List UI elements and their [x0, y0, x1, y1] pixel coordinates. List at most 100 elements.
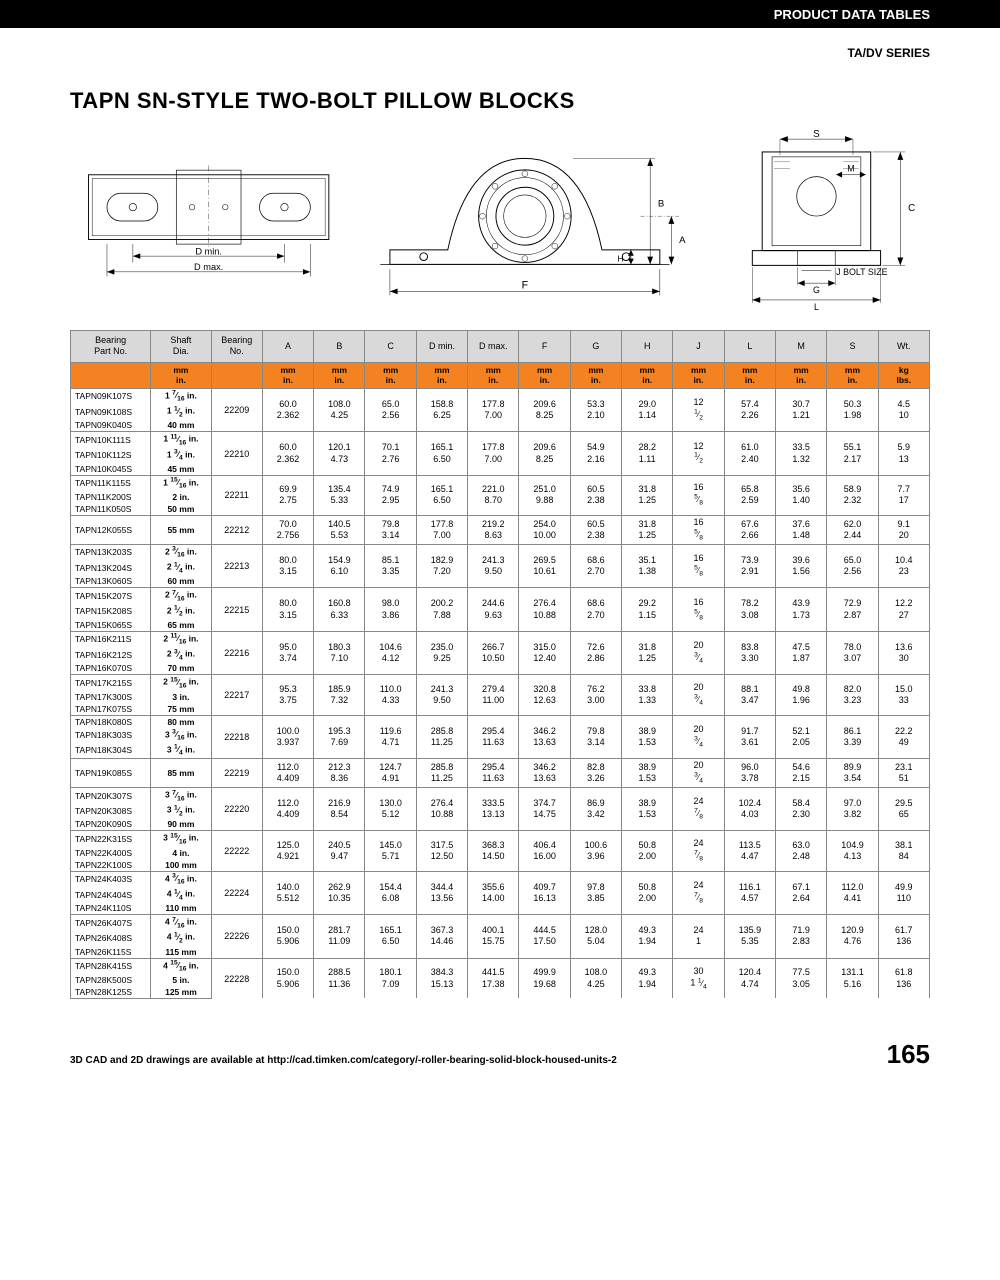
part-no: TAPN16K070S	[71, 662, 151, 675]
shaft-dia: 4 7⁄16 in.	[151, 915, 211, 931]
column-header: Wt.	[878, 331, 929, 363]
dim-cell: 78.23.08	[724, 588, 775, 632]
table-row: TAPN13K203S2 3⁄16 in.2221380.03.15154.96…	[71, 544, 930, 560]
dim-cell: 276.410.88	[416, 787, 467, 831]
dim-cell: 4.510	[878, 388, 929, 432]
dim-cell: 254.010.00	[519, 516, 570, 545]
dim-cell: 165.16.50	[416, 432, 467, 476]
dim-cell: 95.03.74	[262, 631, 313, 675]
dim-cell: 108.04.25	[570, 958, 621, 998]
dim-cell: 86.13.39	[827, 715, 878, 759]
footer-note: 3D CAD and 2D drawings are available at …	[70, 1055, 617, 1066]
part-no: TAPN11K115S	[71, 475, 151, 491]
dim-cell: 212.38.36	[314, 759, 365, 788]
dim-cell: 49.31.94	[622, 958, 673, 998]
dim-cell: 203⁄4	[673, 631, 724, 675]
content: TAPN SN-STYLE TWO-BOLT PILLOW BLOCKS	[0, 88, 1000, 999]
dim-cell: 72.92.87	[827, 588, 878, 632]
dim-cell: 216.98.54	[314, 787, 365, 831]
dim-cell: 384.315.13	[416, 958, 467, 998]
dim-cell: 125.04.921	[262, 831, 313, 871]
part-no: TAPN19K085S	[71, 759, 151, 788]
dim-cell: 112.04.409	[262, 759, 313, 788]
dim-cell: 346.213.63	[519, 715, 570, 759]
table-row: TAPN19K085S85 mm22219112.04.409212.38.36…	[71, 759, 930, 788]
dim-cell: 209.68.25	[519, 388, 570, 432]
shaft-dia: 3 1⁄4 in.	[151, 743, 211, 759]
shaft-dia: 2 3⁄4 in.	[151, 647, 211, 662]
part-no: TAPN18K303S	[71, 728, 151, 743]
shaft-dia: 70 mm	[151, 662, 211, 675]
dim-cell: 38.184	[878, 831, 929, 871]
dim-cell: 367.314.46	[416, 915, 467, 959]
part-no: TAPN24K110S	[71, 902, 151, 915]
dim-cell: 241.39.50	[468, 544, 519, 588]
dim-cell: 120.44.74	[724, 958, 775, 998]
part-no: TAPN15K207S	[71, 588, 151, 604]
column-header: BearingPart No.	[71, 331, 151, 363]
dim-cell: 203⁄4	[673, 759, 724, 788]
part-no: TAPN11K200S	[71, 491, 151, 503]
table-row: TAPN28K415S4 15⁄16 in.22228150.05.906288…	[71, 958, 930, 974]
dim-cell: 165.16.50	[416, 475, 467, 515]
dim-cell: 79.83.14	[365, 516, 416, 545]
dim-cell: 89.93.54	[827, 759, 878, 788]
part-no: TAPN18K080S	[71, 715, 151, 728]
dim-cell: 80.03.15	[262, 544, 313, 588]
dim-cell: 60.02.362	[262, 388, 313, 432]
section-title: PRODUCT DATA TABLES	[774, 7, 930, 22]
part-no: TAPN16K212S	[71, 647, 151, 662]
unit-header: mmin.	[365, 362, 416, 388]
dim-cell: 23.151	[878, 759, 929, 788]
shaft-dia: 80 mm	[151, 715, 211, 728]
column-header: D max.	[468, 331, 519, 363]
column-header: BearingNo.	[211, 331, 262, 363]
unit-header: mmin.	[314, 362, 365, 388]
dim-cell: 145.05.71	[365, 831, 416, 871]
series-label: TA/DV SERIES	[0, 28, 1000, 70]
diagram-front-view: F A B H	[361, 126, 689, 316]
dim-cell: 29.565	[878, 787, 929, 831]
dim-cell: 317.512.50	[416, 831, 467, 871]
dim-cell: 63.02.48	[775, 831, 826, 871]
dim-cell: 288.511.36	[314, 958, 365, 998]
shaft-dia: 2 7⁄16 in.	[151, 588, 211, 604]
part-no: TAPN09K107S	[71, 388, 151, 404]
shaft-dia: 3 15⁄16 in.	[151, 831, 211, 847]
dim-cell: 444.517.50	[519, 915, 570, 959]
svg-text:H: H	[618, 253, 624, 263]
bearing-no: 22215	[211, 588, 262, 632]
dim-cell: 119.64.71	[365, 715, 416, 759]
unit-header: kglbs.	[878, 362, 929, 388]
dim-cell: 86.93.42	[570, 787, 621, 831]
shaft-dia: 125 mm	[151, 986, 211, 999]
dim-cell: 209.68.25	[519, 432, 570, 476]
table-row: TAPN12K055S55 mm2221270.02.756140.55.537…	[71, 516, 930, 545]
table-row: TAPN17K215S2 15⁄16 in.2221795.33.75185.9…	[71, 675, 930, 691]
dim-cell: 47.51.87	[775, 631, 826, 675]
dim-cell: 240.59.47	[314, 831, 365, 871]
shaft-dia: 3 3⁄16 in.	[151, 728, 211, 743]
bearing-no: 22213	[211, 544, 262, 588]
column-header: M	[775, 331, 826, 363]
dim-cell: 165.16.50	[365, 915, 416, 959]
dim-cell: 53.32.10	[570, 388, 621, 432]
dim-cell: 180.37.10	[314, 631, 365, 675]
part-no: TAPN28K500S	[71, 974, 151, 986]
page: PRODUCT DATA TABLES TA/DV SERIES TAPN SN…	[0, 0, 1000, 1100]
dim-cell: 67.62.66	[724, 516, 775, 545]
dim-cell: 85.13.35	[365, 544, 416, 588]
unit-header	[211, 362, 262, 388]
dim-cell: 60.52.38	[570, 475, 621, 515]
dim-cell: 177.87.00	[468, 432, 519, 476]
part-no: TAPN22K400S	[71, 847, 151, 859]
dim-cell: 83.83.30	[724, 631, 775, 675]
table-row: TAPN09K107S1 7⁄16 in.2220960.02.362108.0…	[71, 388, 930, 404]
part-no: TAPN17K300S	[71, 691, 151, 703]
part-no: TAPN10K045S	[71, 463, 151, 476]
dim-cell: 441.517.38	[468, 958, 519, 998]
diagram-side-view: S M C J BOLT SIZE	[703, 126, 930, 316]
unit-header: mmin.	[468, 362, 519, 388]
dim-cell: 95.33.75	[262, 675, 313, 715]
dim-cell: 38.91.53	[622, 787, 673, 831]
